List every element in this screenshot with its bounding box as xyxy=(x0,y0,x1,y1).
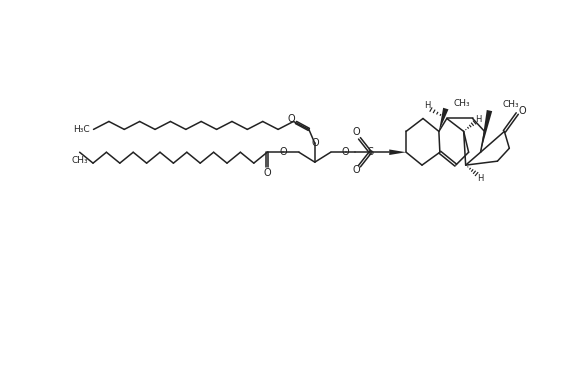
Text: S: S xyxy=(367,147,374,157)
Text: O: O xyxy=(287,115,295,124)
Text: O: O xyxy=(342,147,349,157)
Text: H: H xyxy=(477,173,484,182)
Text: CH₃: CH₃ xyxy=(503,100,519,109)
Text: O: O xyxy=(353,127,360,137)
Text: O: O xyxy=(353,165,360,175)
Text: H: H xyxy=(424,101,430,110)
Text: O: O xyxy=(518,105,526,116)
Text: O: O xyxy=(264,168,271,178)
Text: O: O xyxy=(311,138,319,148)
Text: H₃C: H₃C xyxy=(73,125,90,134)
Polygon shape xyxy=(389,149,406,155)
Text: O: O xyxy=(279,147,287,157)
Text: CH₃: CH₃ xyxy=(71,155,88,165)
Text: H: H xyxy=(475,115,482,124)
Text: CH₃: CH₃ xyxy=(454,99,470,108)
Polygon shape xyxy=(439,108,448,131)
Polygon shape xyxy=(480,110,492,152)
